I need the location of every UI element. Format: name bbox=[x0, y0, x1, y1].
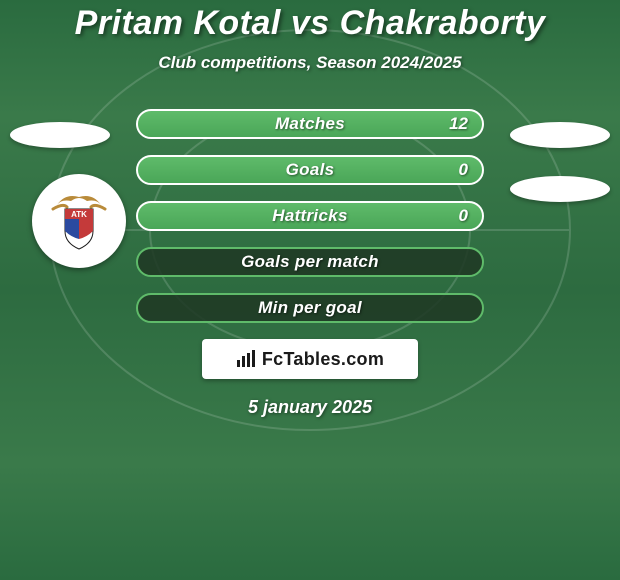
stat-label: Matches bbox=[275, 114, 345, 134]
page-subtitle: Club competitions, Season 2024/2025 bbox=[0, 53, 620, 73]
stat-label: Goals bbox=[286, 160, 335, 180]
bar-chart-icon bbox=[236, 350, 256, 368]
stat-row-min-per-goal: Min per goal bbox=[0, 293, 620, 323]
stat-pill: Min per goal bbox=[136, 293, 484, 323]
stat-value-right: 12 bbox=[449, 114, 468, 134]
stat-value-right: 0 bbox=[459, 206, 468, 226]
page-title: Pritam Kotal vs Chakraborty bbox=[0, 4, 620, 43]
stat-pill: Hattricks 0 bbox=[136, 201, 484, 231]
stat-row-goals-per-match: Goals per match bbox=[0, 247, 620, 277]
brand-text: FcTables.com bbox=[262, 349, 384, 370]
stat-row-hattricks: Hattricks 0 bbox=[0, 201, 620, 231]
stat-label: Goals per match bbox=[241, 252, 379, 272]
stat-label: Hattricks bbox=[272, 206, 347, 226]
stat-pill: Goals 0 bbox=[136, 155, 484, 185]
footer-date: 5 january 2025 bbox=[0, 397, 620, 418]
brand-badge: FcTables.com bbox=[202, 339, 418, 379]
stat-pill: Matches 12 bbox=[136, 109, 484, 139]
stats-rows: Matches 12 Goals 0 Hattricks 0 Goals per… bbox=[0, 109, 620, 323]
stat-row-matches: Matches 12 bbox=[0, 109, 620, 139]
stat-value-right: 0 bbox=[459, 160, 468, 180]
stat-pill: Goals per match bbox=[136, 247, 484, 277]
stat-label: Min per goal bbox=[258, 298, 362, 318]
stat-row-goals: Goals 0 bbox=[0, 155, 620, 185]
